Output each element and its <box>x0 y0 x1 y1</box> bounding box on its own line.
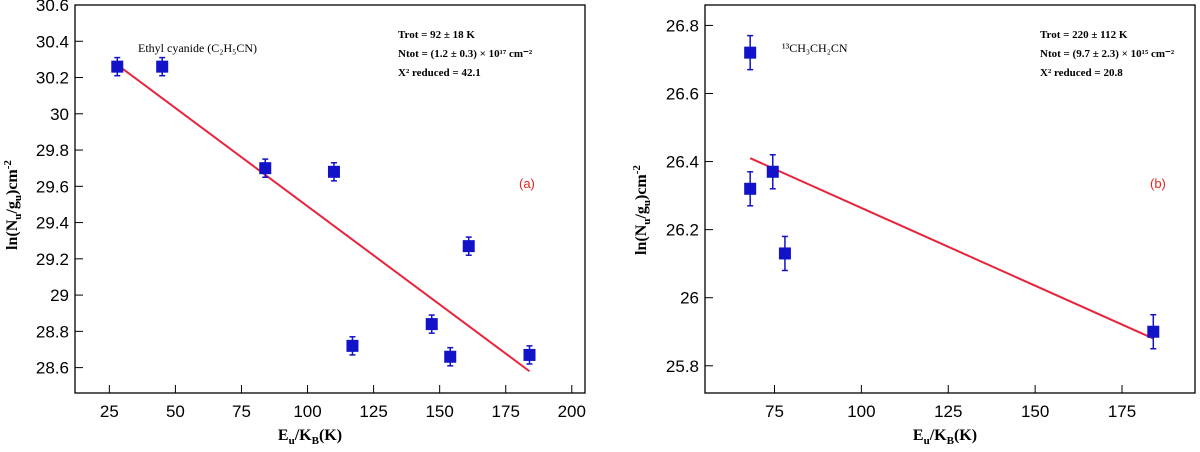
panel-a-fit-line <box>116 64 531 373</box>
panel-b-trot: Trot = 220 ± 112 K <box>1040 29 1128 41</box>
panel-a: 25 50 75 100 125 150 175 200 28.6 28.8 29 29.2 29.4… <box>2 0 586 447</box>
panel-a-y-tick-label: 30.6 <box>36 0 69 15</box>
panel-a-data-point <box>259 162 272 175</box>
panel-b-chi2: X² reduced = 20.8 <box>1040 67 1123 79</box>
panel-a-y-ticks: 28.6 28.8 29 29.2 29.4 29.6 29.8 30 30.2 30.4 30.6 <box>36 0 83 378</box>
panel-a-x-tick-label: 200 <box>558 402 586 421</box>
panel-a-x-tick-label: 125 <box>359 402 387 421</box>
panel-a-x-tick-label: 50 <box>166 402 185 421</box>
panel-b-data-point <box>778 247 791 260</box>
panel-b: 75 100 125 150 175 25.8 26 26.2 26.4 26.6 26.8 Eu… <box>631 4 1196 447</box>
panel-b-y-tick-label: 26.8 <box>666 16 699 35</box>
panel-a-data-point <box>523 348 536 361</box>
panel-a-data-point <box>444 350 457 363</box>
panel-a-x-tick-label: 150 <box>425 402 453 421</box>
panel-a-y-tick-label: 28.6 <box>36 359 69 378</box>
panel-b-data-point <box>1147 325 1160 338</box>
panel-a-fit <box>116 64 531 373</box>
panel-b-y-tick-label: 26 <box>680 289 699 308</box>
panel-a-data-point <box>346 339 359 352</box>
panel-a-y-axis-label: ln(Nu/gu)cm-2 <box>2 160 24 250</box>
panel-a-x-axis-label: Eu/KB(K) <box>278 427 342 447</box>
panel-a-x-tick-label: 175 <box>492 402 520 421</box>
panel-b-fit-line <box>749 157 1154 340</box>
panel-a-y-tick-label: 30 <box>50 105 69 124</box>
panel-b-x-tick-label: 175 <box>1108 402 1136 421</box>
panel-b-x-tick-label: 100 <box>847 402 875 421</box>
panel-b-data-point <box>744 46 757 59</box>
panel-b-ntot: Ntot = (9.7 ± 2.3) × 10¹⁵ cm⁻² <box>1040 48 1175 60</box>
panel-b-y-tick-label: 26.4 <box>666 153 699 172</box>
panel-b-x-ticks: 75 100 125 150 175 <box>765 385 1136 421</box>
panel-b-x-axis-label: Eu/KB(K) <box>913 427 977 447</box>
panel-a-y-tick-label: 29.6 <box>36 177 69 196</box>
panel-b-fit <box>749 157 1154 340</box>
panel-a-y-tick-label: 29.2 <box>36 250 69 269</box>
panel-b-label: (b) <box>1150 176 1166 191</box>
panel-a-data-point <box>425 318 438 331</box>
panel-a-y-tick-label: 29.8 <box>36 141 69 160</box>
panel-b-data-point <box>766 165 779 178</box>
panel-b-x-tick-label: 75 <box>765 402 784 421</box>
panel-a-label: (a) <box>519 176 535 191</box>
panel-b-y-tick-label: 25.8 <box>666 357 699 376</box>
panel-a-y-tick-label: 30.2 <box>36 69 69 88</box>
panel-b-x-tick-label: 125 <box>934 402 962 421</box>
panel-b-y-ticks: 25.8 26 26.2 26.4 26.6 26.8 <box>666 16 713 376</box>
panel-a-x-tick-label: 25 <box>100 402 119 421</box>
panel-a-y-tick-label: 28.8 <box>36 322 69 341</box>
panel-a-y-tick-label: 29 <box>50 286 69 305</box>
panel-a-species-label: Ethyl cyanide (C₂H₅CN) <box>138 41 257 55</box>
panel-b-x-tick-label: 150 <box>1021 402 1049 421</box>
panel-b-y-tick-label: 26.6 <box>666 84 699 103</box>
panel-a-x-tick-label: 75 <box>232 402 251 421</box>
panel-a-data-point <box>462 240 475 253</box>
panel-a-data-point <box>327 165 340 178</box>
panel-a-x-tick-label: 100 <box>293 402 321 421</box>
panel-a-points <box>111 56 536 367</box>
panel-a-chi2: X² reduced = 42.1 <box>398 67 481 79</box>
panel-a-frame <box>74 4 586 394</box>
panel-b-points <box>744 34 1160 350</box>
panel-a-data-point <box>111 60 124 73</box>
panel-b-frame <box>704 4 1196 394</box>
panel-a-x-ticks: 25 50 75 100 125 150 175 200 <box>100 385 586 421</box>
panel-b-y-tick-label: 26.2 <box>666 221 699 240</box>
panel-b-y-axis-label: ln(Nu/gu)cm-2 <box>631 165 653 255</box>
panel-a-trot: Trot = 92 ± 18 K <box>398 29 475 41</box>
panel-a-data-point <box>156 60 169 73</box>
panel-a-y-tick-label: 30.4 <box>36 32 69 51</box>
panel-b-data-point <box>744 182 757 195</box>
panel-a-ntot: Ntot = (1.2 ± 0.3) × 10¹⁷ cm⁻² <box>398 48 533 60</box>
panel-b-species-label: ¹³CH₃CH₂CN <box>782 41 848 55</box>
panel-a-y-tick-label: 29.4 <box>36 214 69 233</box>
